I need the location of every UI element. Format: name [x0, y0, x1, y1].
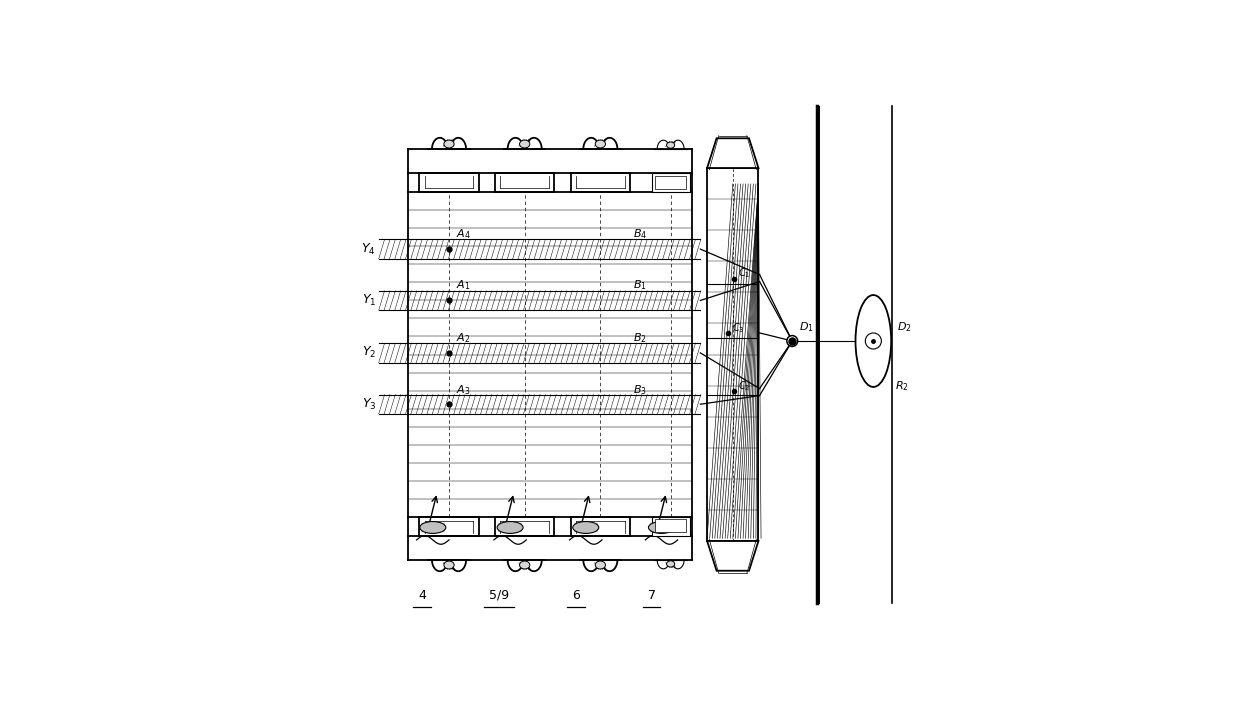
Text: 4: 4	[418, 588, 425, 602]
Bar	[656, 519, 686, 532]
Ellipse shape	[667, 561, 675, 567]
Text: $A_2$: $A_2$	[456, 331, 470, 345]
Ellipse shape	[595, 140, 605, 148]
Ellipse shape	[649, 522, 675, 534]
Text: $C_1$: $C_1$	[738, 267, 750, 281]
Ellipse shape	[667, 142, 675, 148]
Text: $Y_3$: $Y_3$	[362, 397, 376, 412]
Text: $C_2$: $C_2$	[738, 379, 750, 393]
Ellipse shape	[856, 295, 892, 387]
Ellipse shape	[595, 561, 605, 569]
Text: 6: 6	[572, 588, 580, 602]
Text: $B_4$: $B_4$	[632, 227, 647, 241]
Ellipse shape	[444, 140, 454, 148]
Ellipse shape	[520, 140, 529, 148]
Text: $Y_4$: $Y_4$	[361, 241, 376, 257]
Circle shape	[787, 336, 797, 346]
Text: $A_4$: $A_4$	[456, 227, 471, 241]
Ellipse shape	[444, 561, 454, 569]
Text: $R_2$: $R_2$	[895, 380, 909, 393]
Text: $D_1$: $D_1$	[799, 320, 813, 334]
Bar	[707, 168, 759, 541]
Text: $Y_1$: $Y_1$	[362, 293, 376, 308]
Text: $Y_2$: $Y_2$	[362, 345, 376, 360]
Text: $B_1$: $B_1$	[632, 279, 647, 292]
Ellipse shape	[497, 522, 523, 534]
Bar	[652, 173, 689, 192]
Polygon shape	[707, 138, 759, 168]
Text: $A_3$: $A_3$	[456, 383, 470, 397]
Text: 7: 7	[647, 588, 656, 602]
Text: $B_3$: $B_3$	[632, 383, 647, 397]
Ellipse shape	[420, 522, 445, 534]
Text: $A_1$: $A_1$	[456, 279, 470, 292]
Polygon shape	[707, 541, 759, 571]
Text: $D_2$: $D_2$	[897, 320, 911, 334]
Text: $C_3$: $C_3$	[732, 321, 744, 335]
Ellipse shape	[573, 522, 599, 534]
Bar	[652, 517, 689, 536]
Circle shape	[866, 333, 882, 349]
Text: $B_2$: $B_2$	[632, 331, 646, 345]
Bar	[656, 176, 686, 189]
Text: 5/9: 5/9	[490, 588, 510, 602]
Ellipse shape	[520, 561, 529, 569]
